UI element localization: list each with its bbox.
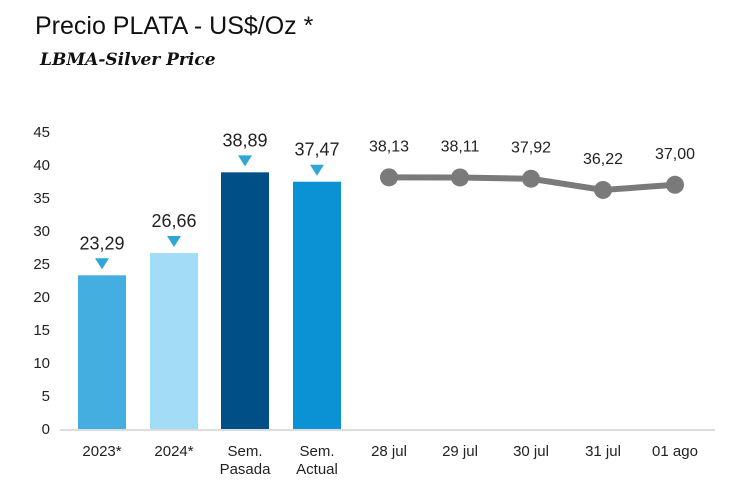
x-tick-label: Sem. — [227, 443, 262, 460]
y-tick-label: 5 — [42, 388, 50, 405]
x-tick-label: 30 jul — [513, 443, 549, 460]
y-tick-label: 45 — [33, 124, 50, 141]
line-value-label: 38,11 — [441, 138, 480, 155]
triangle-marker-icon — [167, 236, 181, 248]
bar — [150, 253, 198, 429]
bar-value-label: 37,47 — [294, 140, 339, 160]
x-tick-label: 2023* — [82, 443, 121, 460]
chart-subtitle: LBMA-Silver Price — [40, 50, 216, 70]
bar-value-label: 26,66 — [151, 211, 196, 231]
triangle-marker-icon — [310, 164, 324, 176]
bar — [293, 181, 341, 429]
x-tick-label: Sem. — [299, 443, 334, 460]
x-tick-label: 28 jul — [371, 443, 407, 460]
y-tick-label: 10 — [33, 355, 50, 372]
x-tick-label: 31 jul — [585, 443, 621, 460]
y-tick-label: 25 — [33, 256, 50, 273]
x-tick-label: Actual — [296, 461, 338, 478]
y-tick-label: 15 — [33, 322, 50, 339]
line-point — [666, 175, 684, 194]
x-tick-label: Pasada — [220, 461, 272, 478]
line-point — [522, 169, 540, 188]
y-tick-label: 35 — [33, 190, 50, 207]
x-tick-label: 29 jul — [442, 443, 478, 460]
line-point — [451, 168, 469, 187]
y-tick-label: 0 — [42, 421, 50, 438]
line-point — [594, 180, 612, 199]
bar-value-label: 23,29 — [79, 233, 124, 253]
y-tick-label: 30 — [33, 223, 50, 240]
x-tick-label: 01 ago — [652, 443, 698, 460]
line-value-label: 37,92 — [511, 140, 551, 157]
line-value-label: 38,13 — [369, 138, 409, 155]
triangle-marker-icon — [238, 155, 252, 167]
bar — [78, 275, 126, 429]
y-tick-label: 40 — [33, 157, 50, 174]
chart-title: Precio PLATA - US$/Oz * — [35, 12, 314, 40]
x-tick-label: 2024* — [154, 443, 193, 460]
line-value-label: 36,22 — [583, 151, 623, 168]
line-value-label: 37,00 — [655, 146, 695, 163]
bar-value-label: 38,89 — [222, 130, 267, 150]
triangle-marker-icon — [95, 258, 109, 270]
bar — [221, 172, 269, 430]
y-tick-label: 20 — [33, 289, 50, 306]
line-point — [380, 168, 398, 187]
